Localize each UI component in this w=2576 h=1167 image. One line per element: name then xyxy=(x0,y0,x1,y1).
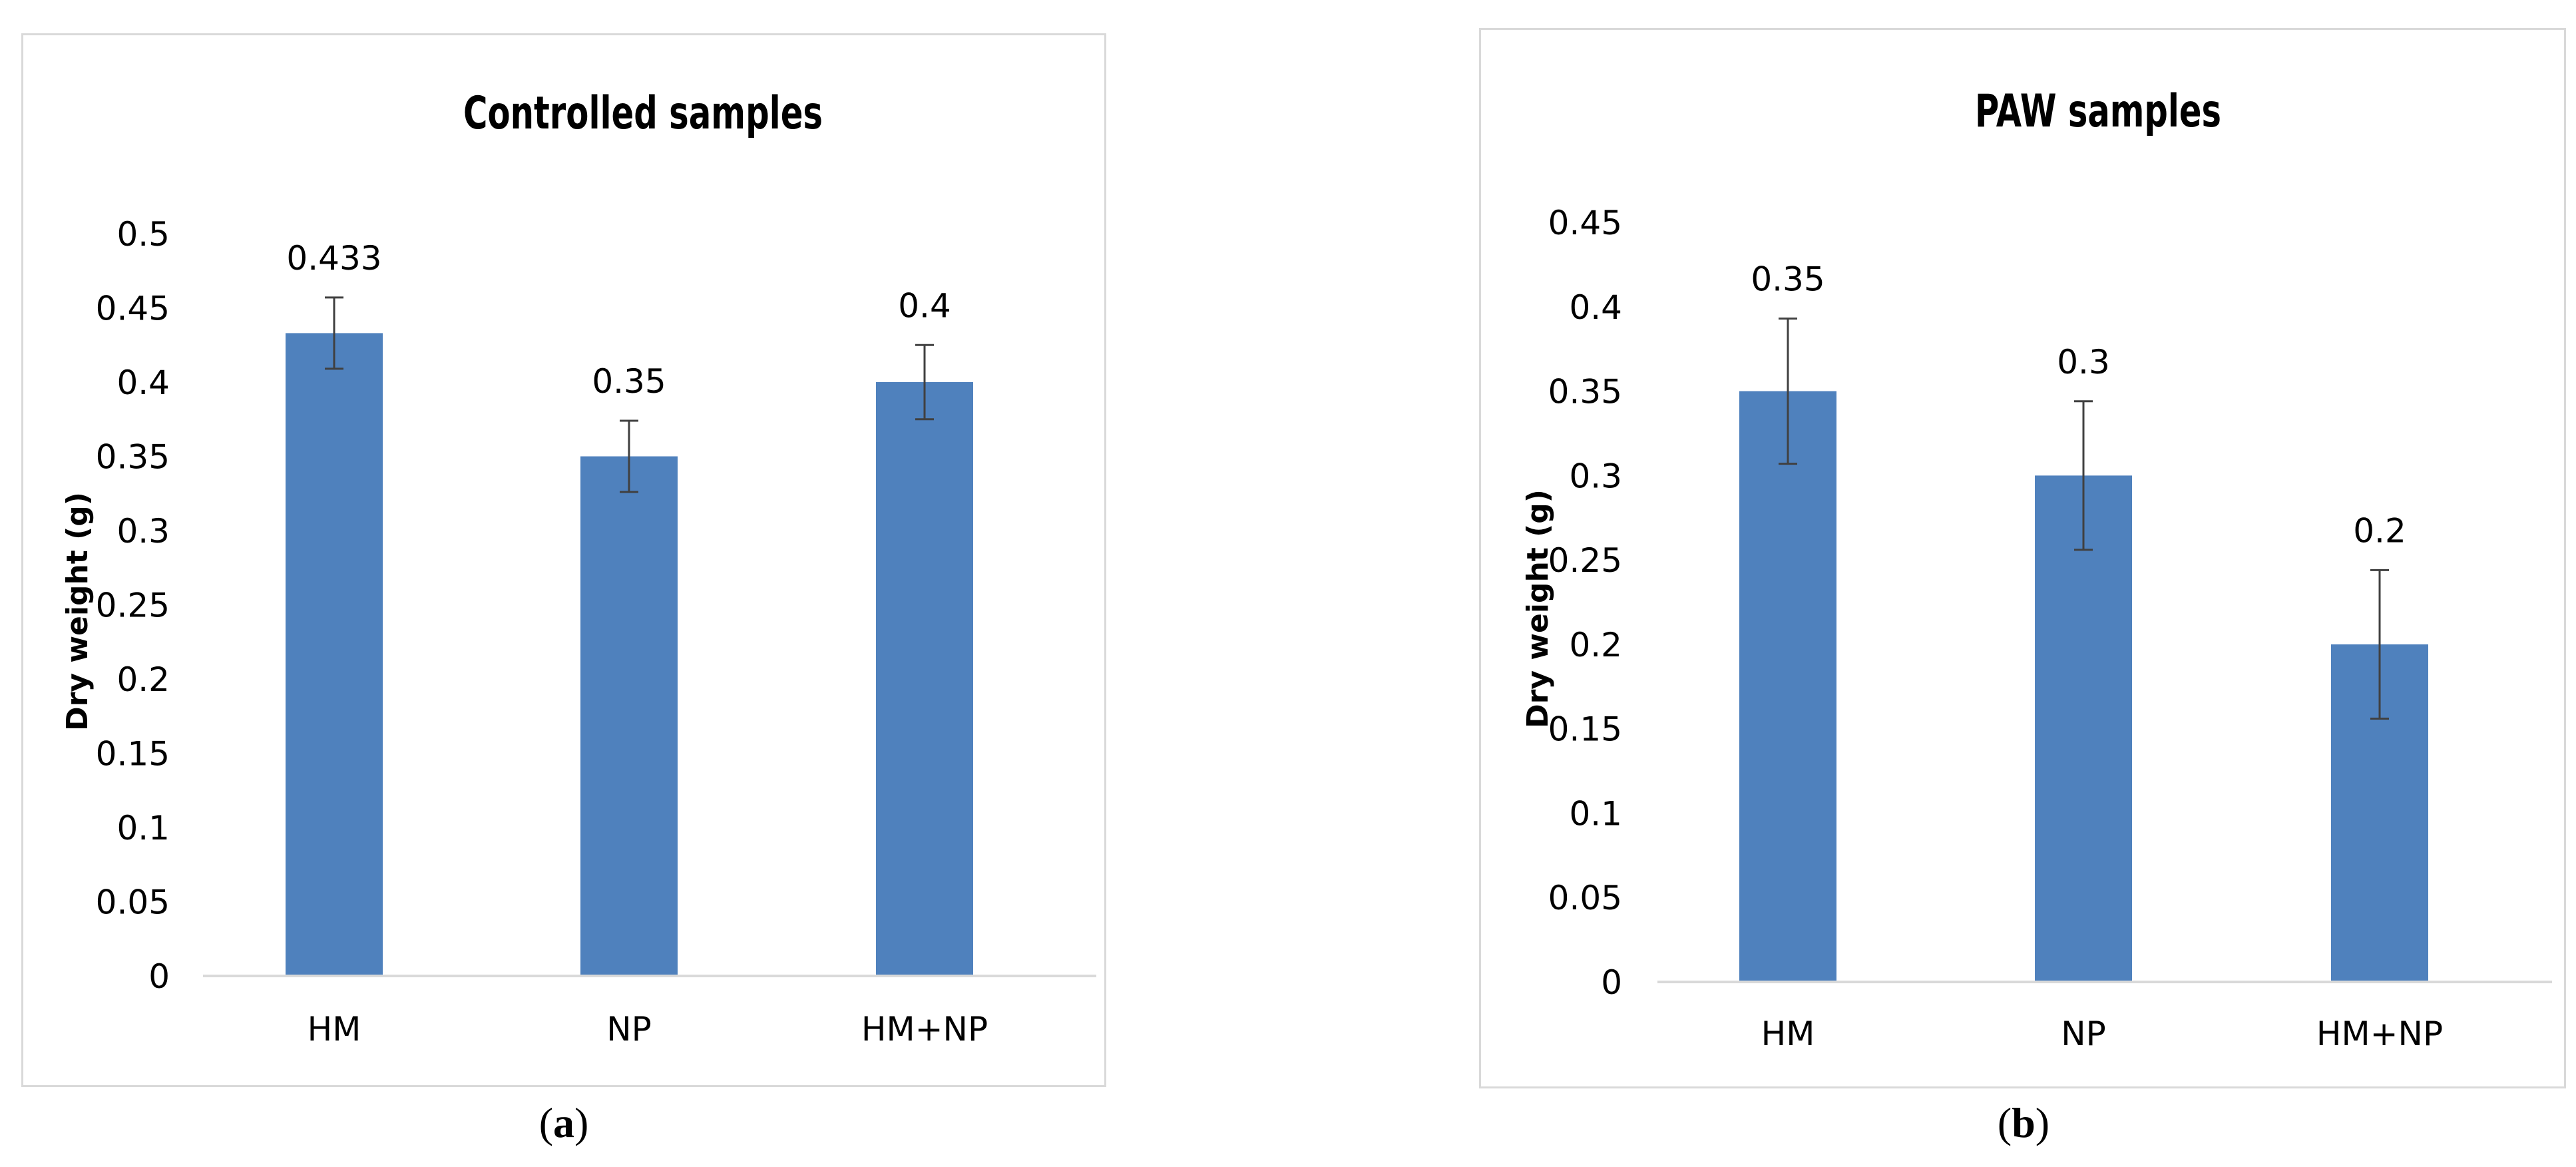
bar xyxy=(1739,391,1836,982)
y-tick-label: 0.1 xyxy=(116,809,170,847)
data-label: 0.2 xyxy=(2353,511,2406,550)
y-tick-label: 0.2 xyxy=(1569,626,1622,664)
y-tick-label: 0.2 xyxy=(116,660,170,699)
chart-paw-samples: PAW samples 0 0.05 0.1 0.15 0.2 0.25 0.3 0.35 0.4… xyxy=(1521,85,2552,1053)
x-tick-label: NP xyxy=(2061,1015,2106,1053)
y-axis-label: Dry weight (g) xyxy=(61,492,95,731)
y-tick-label: 0.3 xyxy=(116,512,170,551)
y-tick-label: 0.15 xyxy=(96,735,170,774)
y-tick-label: 0.05 xyxy=(1548,879,1622,917)
x-tick-label: NP xyxy=(606,1010,652,1049)
y-tick-label: 0.5 xyxy=(116,215,170,254)
y-tick-label: 0.4 xyxy=(116,363,170,402)
x-tick-label: HM xyxy=(1761,1015,1815,1053)
x-tick-label: HM+NP xyxy=(2316,1015,2443,1053)
data-label: 0.433 xyxy=(286,239,381,278)
data-label: 0.3 xyxy=(2057,343,2110,381)
data-label: 0.4 xyxy=(898,286,951,325)
y-tick-label: 0.35 xyxy=(1548,373,1622,411)
y-tick-label: 0.15 xyxy=(1548,710,1622,749)
y-tick-label: 0.45 xyxy=(1548,204,1622,242)
panel-label-b: (b) xyxy=(1997,1099,2050,1146)
bar xyxy=(2035,475,2132,982)
bar xyxy=(580,456,678,976)
chart-panel-controlled: Controlled samples 0 0.05 0.1 0.15 0.2 0.25 0.3… xyxy=(21,33,1106,1087)
y-tick-label: 0.3 xyxy=(1569,457,1622,495)
y-tick-label: 0.1 xyxy=(1569,794,1622,833)
y-tick-label: 0.25 xyxy=(1548,541,1622,580)
y-tick-label: 0 xyxy=(1601,963,1622,1002)
bar xyxy=(286,333,383,976)
chart-title: PAW samples xyxy=(1975,85,2221,138)
chart-controlled-samples: Controlled samples 0 0.05 0.1 0.15 0.2 0.25 0.3… xyxy=(61,87,1096,1049)
data-label: 0.35 xyxy=(592,362,666,401)
x-tick-label: HM xyxy=(308,1010,361,1049)
y-tick-label: 0 xyxy=(148,957,170,996)
y-tick-label: 0.4 xyxy=(1569,288,1622,327)
y-axis-label: Dry weight (g) xyxy=(1521,489,1555,728)
chart-title: Controlled samples xyxy=(463,87,823,140)
data-label: 0.35 xyxy=(1751,260,1825,299)
y-tick-label: 0.25 xyxy=(96,586,170,625)
bar xyxy=(876,382,973,976)
y-tick-label: 0.05 xyxy=(96,883,170,922)
panel-label-a: (a) xyxy=(538,1099,589,1146)
y-tick-label: 0.35 xyxy=(96,438,170,477)
chart-panel-paw: PAW samples 0 0.05 0.1 0.15 0.2 0.25 0.3 0.35 0.4… xyxy=(1479,28,2566,1088)
y-tick-label: 0.45 xyxy=(96,290,170,328)
x-tick-label: HM+NP xyxy=(861,1010,988,1049)
